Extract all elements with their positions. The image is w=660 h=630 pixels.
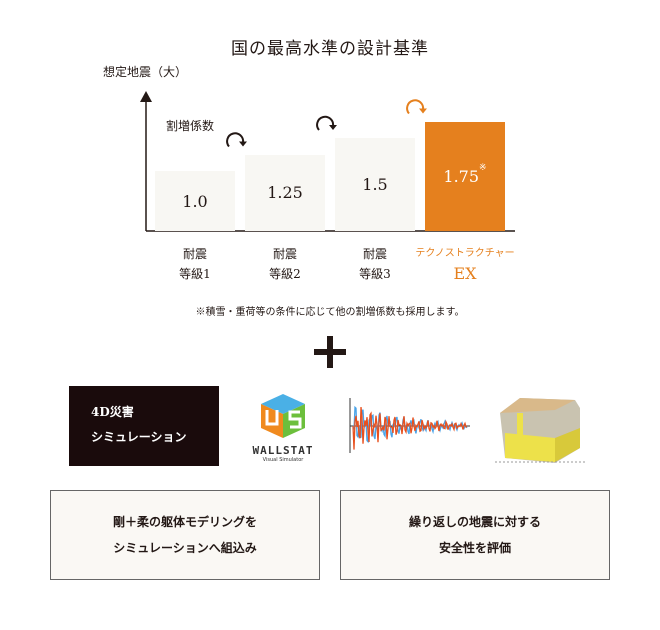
x-tick-label: テクノストラクチャー EX bbox=[415, 248, 515, 283]
sim-title: 4D災害 bbox=[91, 405, 134, 419]
bar: 1.0 bbox=[155, 171, 235, 231]
4d-simulation-panel: 4D災害 シミュレーション bbox=[69, 386, 219, 466]
box-text: 安全性を評価 bbox=[438, 541, 511, 555]
bar-value-label: 1.0 bbox=[182, 191, 208, 211]
bar: 1.25 bbox=[245, 154, 325, 231]
x-tick-label: 耐震 等級2 bbox=[269, 247, 301, 281]
feature-box-modeling: 剛＋柔の躯体モデリングを シミュレーションへ組込み bbox=[50, 490, 320, 580]
sim-subtitle: シミュレーション bbox=[91, 430, 187, 444]
footnote: ※積雪・重荷等の条件に応じて他の割増係数も採用します。 bbox=[195, 307, 465, 318]
coefficient-label: 割増係数 bbox=[166, 119, 215, 133]
building-model-image bbox=[495, 398, 585, 463]
wallstat-sub: Visual Simulator bbox=[262, 457, 304, 463]
bar-value-label: 1.5 bbox=[362, 175, 388, 194]
chart-axes bbox=[140, 91, 515, 232]
increase-arrow-icon bbox=[226, 132, 247, 148]
increase-arrow-icon bbox=[406, 99, 427, 115]
seismic-waveform-image bbox=[349, 398, 470, 453]
bar: 1.75 ※ bbox=[425, 121, 505, 231]
page-title: 国の最高水準の設計基準 bbox=[231, 39, 429, 59]
box-text: シミュレーションへ組込み bbox=[113, 541, 257, 555]
note-mark: ※ bbox=[479, 163, 487, 174]
y-axis-label: 想定地震（大） bbox=[103, 65, 188, 79]
x-tick-label: 耐震 等級3 bbox=[359, 247, 391, 281]
feature-box-safety: 繰り返しの地震に対する 安全性を評価 bbox=[340, 490, 610, 580]
bar-value-label: 1.75 bbox=[443, 166, 480, 186]
wave-red bbox=[352, 406, 468, 450]
increase-arrow-icon bbox=[316, 115, 337, 131]
wallstat-name: WALLSTAT bbox=[252, 444, 314, 457]
bar-value-label: 1.25 bbox=[267, 183, 303, 203]
y-axis-arrow bbox=[140, 91, 152, 102]
x-tick-label: 耐震 等級1 bbox=[179, 247, 211, 281]
box-text: 繰り返しの地震に対する bbox=[408, 515, 541, 529]
plus-icon bbox=[314, 336, 346, 368]
bar: 1.5 bbox=[335, 138, 415, 231]
wallstat-logo: WALLSTAT Visual Simulator bbox=[240, 390, 326, 466]
box-text: 剛＋柔の躯体モデリングを bbox=[112, 515, 257, 529]
